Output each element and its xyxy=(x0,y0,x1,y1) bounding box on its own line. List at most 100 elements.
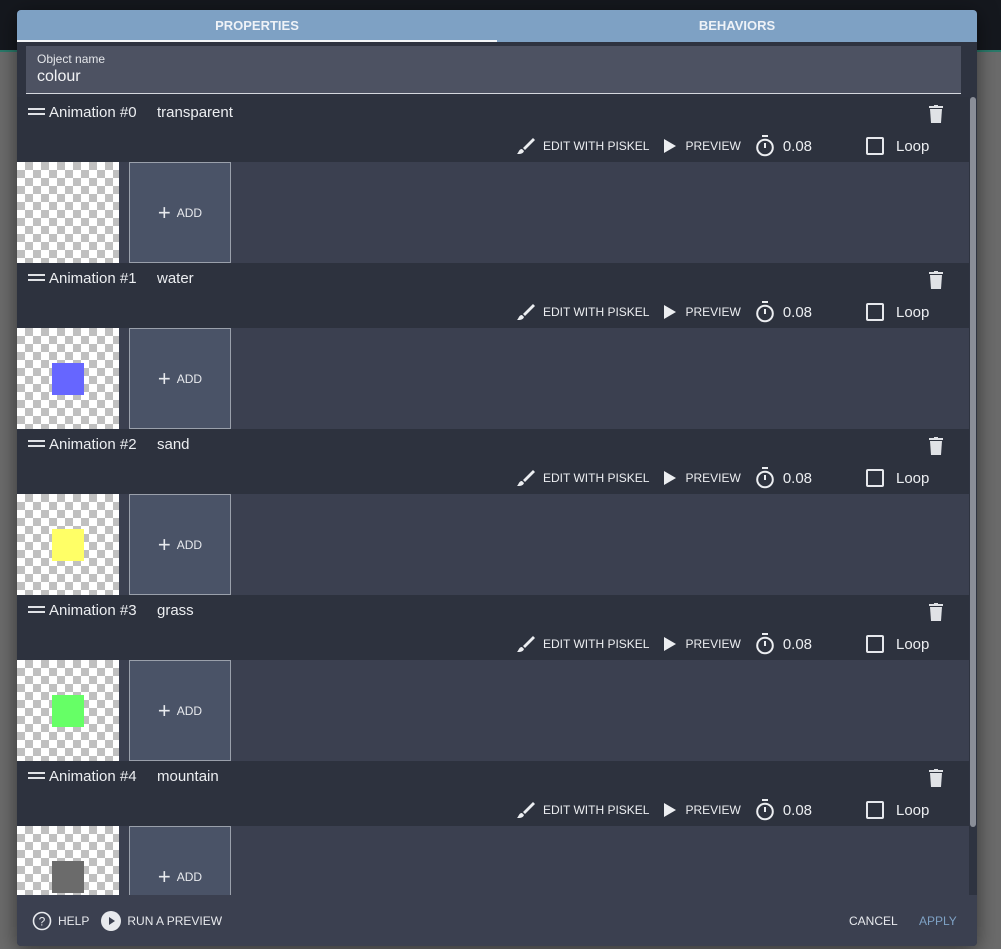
drag-handle-icon[interactable] xyxy=(28,108,45,115)
add-frame-button[interactable]: + ADD xyxy=(129,162,231,263)
loop-label: Loop xyxy=(896,469,930,487)
paintbrush-icon xyxy=(517,138,535,154)
paintbrush-icon xyxy=(517,636,535,652)
duration-field[interactable]: 0.08 xyxy=(755,799,812,821)
frames-row: + ADD xyxy=(17,826,969,895)
trash-icon[interactable] xyxy=(929,603,943,621)
animation-item: Animation #1 water EDIT WITH PISKEL PREV… xyxy=(17,263,969,429)
drag-handle-icon[interactable] xyxy=(28,274,45,281)
edit-with-piskel-button[interactable]: EDIT WITH PISKEL xyxy=(515,634,649,654)
run-preview-button[interactable]: RUN A PREVIEW xyxy=(101,910,222,931)
edit-with-piskel-button[interactable]: EDIT WITH PISKEL xyxy=(515,800,649,820)
duration-value[interactable]: 0.08 xyxy=(782,137,813,155)
checkbox-icon[interactable] xyxy=(866,137,884,155)
object-name-input[interactable]: colour xyxy=(37,68,81,85)
duration-value[interactable]: 0.08 xyxy=(782,635,813,653)
loop-label: Loop xyxy=(896,303,930,321)
tab-bar: PROPERTIES BEHAVIORS xyxy=(17,10,977,42)
preview-button[interactable]: PREVIEW xyxy=(663,470,741,486)
loop-checkbox[interactable]: Loop xyxy=(866,303,929,321)
edit-with-piskel-button[interactable]: EDIT WITH PISKEL xyxy=(515,136,649,156)
animation-title: Animation #1 xyxy=(49,270,137,287)
frame-thumbnail[interactable] xyxy=(17,660,119,761)
timer-icon xyxy=(756,135,774,157)
animation-name-input[interactable]: grass xyxy=(157,602,194,619)
add-frame-button[interactable]: + ADD xyxy=(129,826,231,895)
loop-label: Loop xyxy=(896,137,930,155)
timer-icon xyxy=(756,799,774,821)
duration-field[interactable]: 0.08 xyxy=(755,467,812,489)
animation-title: Animation #0 xyxy=(49,104,137,121)
loop-label: Loop xyxy=(896,801,930,819)
edit-with-piskel-button[interactable]: EDIT WITH PISKEL xyxy=(515,302,649,322)
timer-icon xyxy=(756,467,774,489)
animation-name-input[interactable]: sand xyxy=(157,436,190,453)
trash-icon[interactable] xyxy=(929,437,943,455)
checkbox-icon[interactable] xyxy=(866,801,884,819)
help-button[interactable]: ? HELP xyxy=(32,911,89,931)
frame-thumbnail[interactable] xyxy=(17,826,119,895)
preview-button[interactable]: PREVIEW xyxy=(663,138,741,154)
apply-button[interactable]: APPLY xyxy=(919,913,957,928)
paintbrush-icon xyxy=(517,470,535,486)
animation-title: Animation #2 xyxy=(49,436,137,453)
tab-behaviors[interactable]: BEHAVIORS xyxy=(698,18,776,33)
frame-color-swatch xyxy=(52,861,84,893)
add-frame-button[interactable]: + ADD xyxy=(129,660,231,761)
preview-button[interactable]: PREVIEW xyxy=(663,802,741,818)
loop-checkbox[interactable]: Loop xyxy=(866,801,929,819)
plus-icon: + xyxy=(157,531,171,557)
edit-with-piskel-button[interactable]: EDIT WITH PISKEL xyxy=(515,468,649,488)
duration-value[interactable]: 0.08 xyxy=(782,303,813,321)
duration-field[interactable]: 0.08 xyxy=(755,135,812,157)
trash-icon[interactable] xyxy=(929,769,943,787)
frame-thumbnail[interactable] xyxy=(17,162,119,263)
frames-row: + ADD xyxy=(17,162,969,263)
scrollbar[interactable] xyxy=(970,97,976,827)
animation-title: Animation #4 xyxy=(49,768,137,785)
add-frame-button[interactable]: + ADD xyxy=(129,494,231,595)
animation-header: Animation #0 transparent EDIT WITH PISKE… xyxy=(17,97,969,162)
frame-color-swatch xyxy=(52,695,84,727)
frame-thumbnail[interactable] xyxy=(17,328,119,429)
frames-row: + ADD xyxy=(17,328,969,429)
duration-field[interactable]: 0.08 xyxy=(755,301,812,323)
preview-button[interactable]: PREVIEW xyxy=(663,304,741,320)
frame-thumbnail[interactable] xyxy=(17,494,119,595)
drag-handle-icon[interactable] xyxy=(28,440,45,447)
add-frame-button[interactable]: + ADD xyxy=(129,328,231,429)
cancel-button[interactable]: CANCEL xyxy=(849,913,898,928)
trash-icon[interactable] xyxy=(929,271,943,289)
loop-checkbox[interactable]: Loop xyxy=(866,137,929,155)
checkbox-icon[interactable] xyxy=(866,635,884,653)
add-label: ADD xyxy=(176,537,203,552)
trash-icon[interactable] xyxy=(929,105,943,123)
timer-icon xyxy=(756,633,774,655)
object-name-field[interactable]: Object name colour xyxy=(26,46,961,94)
animation-item: Animation #0 transparent EDIT WITH PISKE… xyxy=(17,97,969,263)
preview-label: PREVIEW xyxy=(685,305,741,319)
checkbox-icon[interactable] xyxy=(866,303,884,321)
animation-name-input[interactable]: water xyxy=(157,270,194,287)
plus-icon: + xyxy=(157,365,171,391)
preview-label: PREVIEW xyxy=(685,803,741,817)
loop-checkbox[interactable]: Loop xyxy=(866,469,929,487)
tab-properties[interactable]: PROPERTIES xyxy=(17,10,497,42)
duration-value[interactable]: 0.08 xyxy=(782,469,813,487)
animation-item: Animation #3 grass EDIT WITH PISKEL PREV… xyxy=(17,595,969,761)
checkbox-icon[interactable] xyxy=(866,469,884,487)
add-label: ADD xyxy=(176,205,203,220)
duration-field[interactable]: 0.08 xyxy=(755,633,812,655)
drag-handle-icon[interactable] xyxy=(28,606,45,613)
loop-checkbox[interactable]: Loop xyxy=(866,635,929,653)
animation-name-input[interactable]: transparent xyxy=(157,104,233,121)
preview-label: PREVIEW xyxy=(685,637,741,651)
edit-with-piskel-label: EDIT WITH PISKEL xyxy=(543,139,650,153)
duration-value[interactable]: 0.08 xyxy=(782,801,813,819)
preview-label: PREVIEW xyxy=(685,139,741,153)
paintbrush-icon xyxy=(517,802,535,818)
loop-label: Loop xyxy=(896,635,930,653)
drag-handle-icon[interactable] xyxy=(28,772,45,779)
animation-name-input[interactable]: mountain xyxy=(157,768,219,785)
preview-button[interactable]: PREVIEW xyxy=(663,636,741,652)
